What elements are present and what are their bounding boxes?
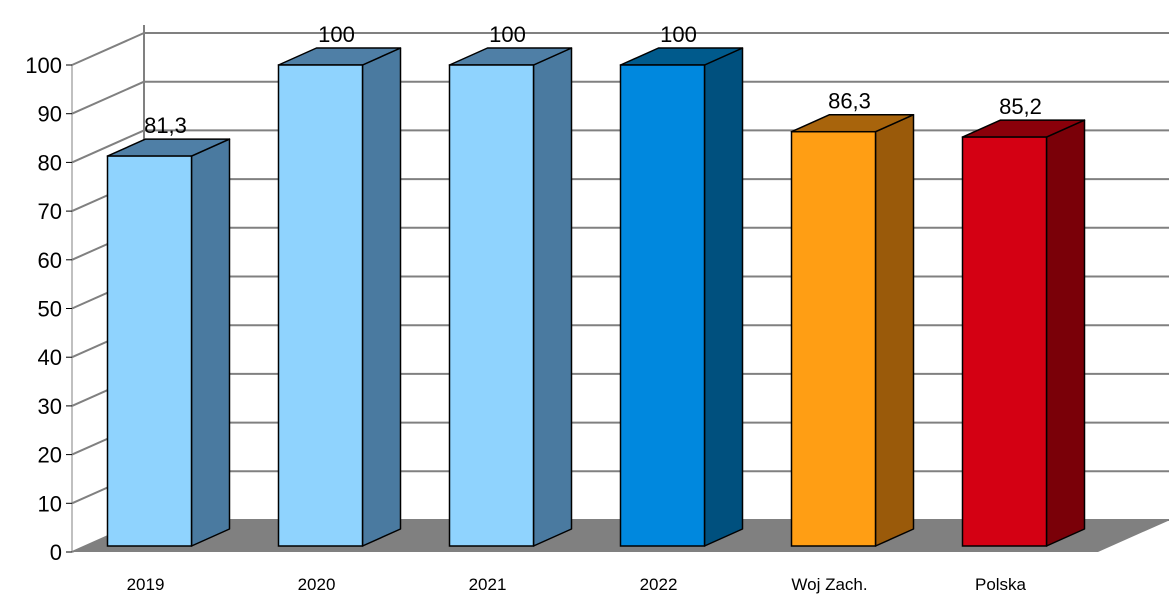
y-tick-label: 70 bbox=[38, 199, 62, 224]
x-tick-label: 2021 bbox=[469, 575, 507, 594]
gridline-diagonal bbox=[71, 32, 145, 66]
y-tick-label: 100 bbox=[25, 53, 62, 78]
bar-front-face bbox=[619, 64, 706, 547]
data-label: 81,3 bbox=[144, 113, 187, 138]
bar-4 bbox=[619, 47, 744, 547]
gridline-diagonal bbox=[71, 80, 145, 115]
bar-front-face bbox=[277, 64, 364, 547]
data-label: 100 bbox=[660, 22, 697, 47]
y-tick-label: 10 bbox=[38, 491, 62, 516]
bar-side-face bbox=[703, 47, 744, 547]
data-label: 85,2 bbox=[999, 94, 1042, 119]
bar-front-face bbox=[106, 155, 193, 547]
bar-front-face bbox=[790, 130, 877, 547]
y-tick-label: 90 bbox=[38, 102, 62, 127]
data-label: 100 bbox=[318, 22, 355, 47]
x-tick-label: Polska bbox=[975, 575, 1027, 594]
y-tick-label: 40 bbox=[38, 345, 62, 370]
x-axis-ticks: 2019 2020 2021 2022 Woj Zach. Polska bbox=[127, 575, 1027, 594]
bar-5 bbox=[790, 113, 915, 547]
data-labels: 81,3 100 100 100 86,3 85,2 bbox=[144, 22, 1042, 138]
bar-front-face bbox=[448, 64, 535, 547]
bar-1 bbox=[106, 138, 231, 547]
x-tick-label: Woj Zach. bbox=[791, 575, 867, 594]
bar-side-face bbox=[532, 47, 573, 547]
y-tick-label: 60 bbox=[38, 248, 62, 273]
data-label: 100 bbox=[489, 22, 526, 47]
bar-front-face bbox=[961, 136, 1048, 547]
bar-side-face bbox=[361, 47, 402, 547]
y-tick-label: 20 bbox=[38, 443, 62, 468]
bar-6 bbox=[961, 119, 1086, 547]
bar-3 bbox=[448, 47, 573, 547]
x-tick-label: 2022 bbox=[640, 575, 678, 594]
y-tick-label: 0 bbox=[50, 540, 62, 565]
y-tick-label: 30 bbox=[38, 394, 62, 419]
x-tick-label: 2019 bbox=[127, 575, 165, 594]
x-tick-label: 2020 bbox=[298, 575, 336, 594]
bar-2 bbox=[277, 47, 402, 547]
y-tick-label: 50 bbox=[38, 297, 62, 322]
y-axis-ticks: 0 10 20 30 40 50 60 70 80 90 100 bbox=[25, 53, 62, 565]
gridline-diagonal bbox=[71, 129, 145, 164]
bar-side-face bbox=[190, 138, 231, 547]
data-label: 86,3 bbox=[828, 89, 871, 114]
bars bbox=[106, 47, 1086, 547]
y-tick-label: 80 bbox=[38, 150, 62, 175]
bar-side-face bbox=[874, 113, 915, 547]
bar-side-face bbox=[1045, 119, 1086, 547]
